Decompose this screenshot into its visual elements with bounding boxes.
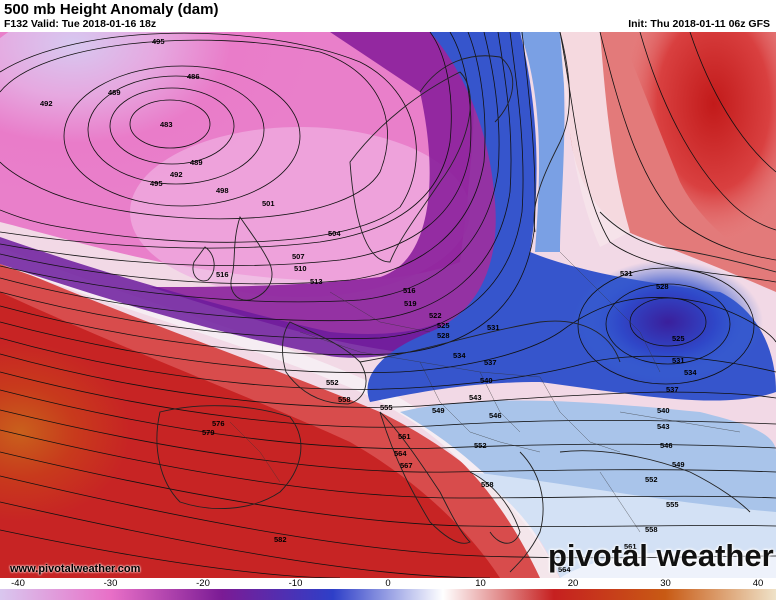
- contour-label: 495: [150, 179, 163, 188]
- contour-label: 495: [152, 37, 165, 46]
- contour-label: 507: [292, 252, 305, 261]
- colorbar-tick-label: 0: [385, 578, 391, 589]
- colorbar-tick-label: -20: [196, 578, 210, 589]
- contour-labels: 495 486 489 492 483 489 492 495 498 501 …: [40, 37, 697, 574]
- colorbar-tick-label: -30: [103, 578, 118, 589]
- eastern-low-core: [573, 260, 763, 384]
- atlantic-high-core: [0, 342, 130, 522]
- contour-label: 552: [474, 441, 487, 450]
- borders: [229, 251, 741, 533]
- contour-label: 492: [40, 99, 53, 108]
- contour-label: 489: [190, 158, 203, 167]
- contour-label: 561: [398, 432, 411, 441]
- colorbar-tick-label: 40: [752, 578, 764, 589]
- contour-label: 552: [645, 475, 658, 484]
- contour-label: 543: [469, 393, 482, 402]
- contour-label: 528: [656, 282, 669, 291]
- contour-label: 579: [202, 428, 215, 437]
- contour-label: 552: [326, 378, 339, 387]
- contour-label: 534: [684, 368, 697, 377]
- contour-label: 528: [437, 331, 450, 340]
- colorbar-ticks: -40 -30 -20 -10 0 10 20 30 40: [0, 578, 776, 589]
- contour-label: 561: [624, 542, 637, 551]
- contour-label: 540: [657, 406, 670, 415]
- contour-label: 549: [672, 460, 685, 469]
- contour-label: 531: [672, 356, 685, 365]
- contour-label: 555: [380, 403, 393, 412]
- init-time: Init: Thu 2018-01-11 06z GFS: [628, 18, 770, 30]
- map-canvas: 495 486 489 492 483 489 492 495 498 501 …: [0, 32, 776, 578]
- contour-label: 510: [294, 264, 307, 273]
- colorbar-gradient: [0, 589, 776, 600]
- contour-label: 489: [108, 88, 121, 97]
- contour-label: 558: [645, 525, 658, 534]
- contour-label: 558: [481, 480, 494, 489]
- contour-label: 567: [400, 461, 413, 470]
- contour-label: 486: [187, 72, 200, 81]
- contour-label: 525: [672, 334, 685, 343]
- contour-label: 564: [558, 565, 571, 574]
- contour-label: 531: [487, 323, 500, 332]
- contour-label: 546: [660, 441, 673, 450]
- contour-label: 525: [437, 321, 450, 330]
- colorbar-tick-label: 30: [660, 578, 671, 589]
- contour-label: 498: [216, 186, 229, 195]
- contour-label: 549: [432, 406, 445, 415]
- contour-label: 537: [666, 385, 679, 394]
- contour-label: 564: [394, 449, 407, 458]
- contour-label: 558: [338, 395, 351, 404]
- contour-label: 531: [620, 269, 633, 278]
- website-url: www.pivotalweather.com: [10, 563, 141, 575]
- colorbar-tick-label: -40: [11, 578, 25, 589]
- anomaly-map: 495 486 489 492 483 489 492 495 498 501 …: [0, 32, 776, 578]
- contour-label: 501: [262, 199, 275, 208]
- map-header: 500 mb Height Anomaly (dam) F132 Valid: …: [0, 0, 776, 32]
- colorbar: -40 -30 -20 -10 0 10 20 30 40: [0, 578, 776, 600]
- height-contours: [0, 32, 776, 578]
- contour-label: 483: [160, 120, 173, 129]
- contour-label: 522: [429, 311, 442, 320]
- valid-time: F132 Valid: Tue 2018-01-16 18z: [4, 18, 157, 30]
- colorbar-tick-label: -10: [288, 578, 303, 589]
- pivotal-weather-logo: pivotal weather: [548, 538, 774, 573]
- contour-label: 519: [404, 299, 417, 308]
- contour-label: 534: [453, 351, 466, 360]
- contour-label: 540: [480, 376, 493, 385]
- contour-label: 513: [310, 277, 323, 286]
- contour-label: 504: [328, 229, 341, 238]
- colorbar-tick-label: 20: [567, 578, 579, 589]
- contour-label: 516: [403, 286, 416, 295]
- contour-label: 537: [484, 358, 497, 367]
- contour-label: 582: [274, 535, 287, 544]
- map-title: 500 mb Height Anomaly (dam): [4, 1, 219, 18]
- coastlines: [156, 32, 776, 573]
- contour-label: 546: [489, 411, 502, 420]
- colorbar-tick-label: 10: [475, 578, 486, 589]
- contour-label: 516: [216, 270, 229, 279]
- contour-label: 576: [212, 419, 225, 428]
- contour-label: 492: [170, 170, 183, 179]
- contour-label: 555: [666, 500, 679, 509]
- contour-label: 543: [657, 422, 670, 431]
